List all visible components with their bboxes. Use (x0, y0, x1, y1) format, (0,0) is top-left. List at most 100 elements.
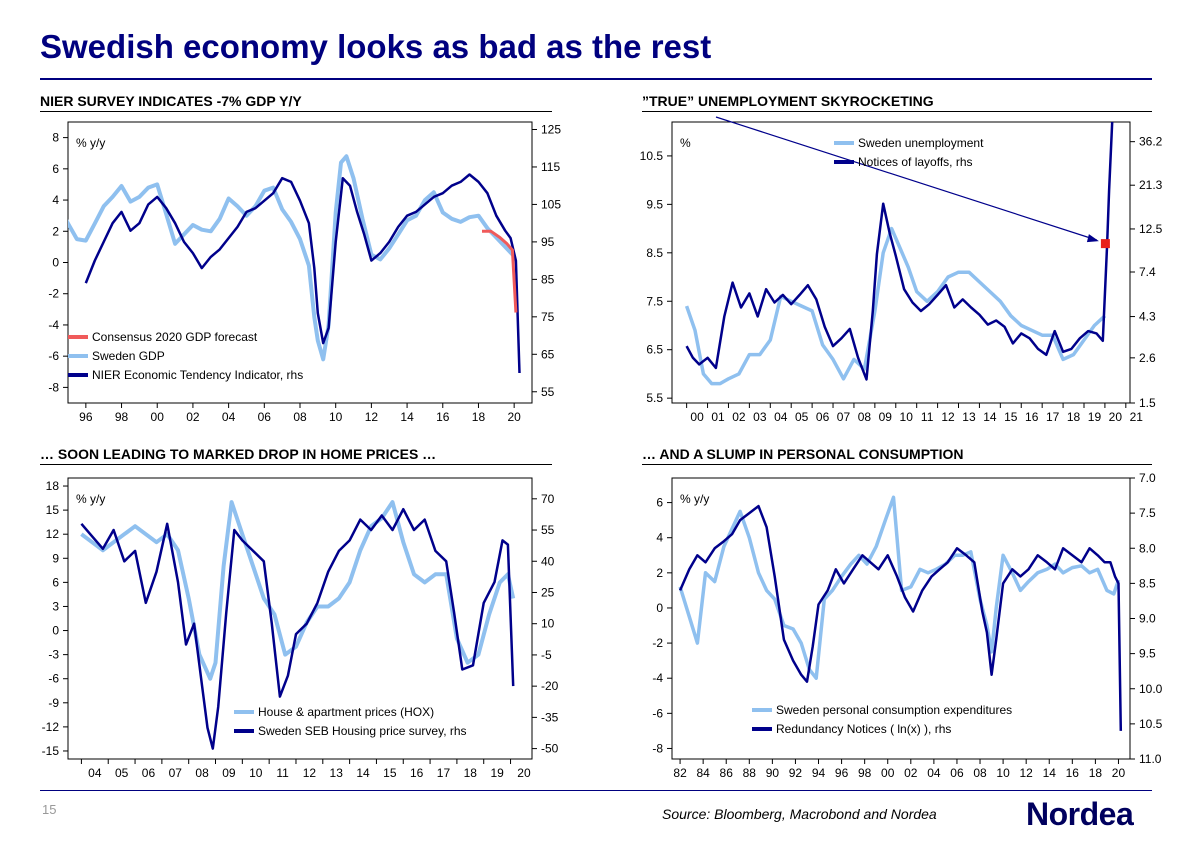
x-tick-label: 96 (79, 410, 93, 424)
x-tick-label: 12 (303, 766, 317, 780)
x-tick-label: 86 (720, 766, 734, 780)
right-tick-label: 40 (541, 554, 555, 568)
x-tick-label: 18 (1067, 410, 1081, 424)
series-line-redundancy-notices-ln-x-rhs (678, 504, 1123, 731)
left-axis-unit: % y/y (76, 136, 105, 150)
series-line-house-apartment-prices-hox (80, 500, 516, 681)
left-tick-label: 7.5 (646, 294, 663, 308)
x-tick-label: 20 (507, 410, 521, 424)
right-tick-label: 125 (541, 122, 561, 136)
left-tick-label: -15 (42, 744, 60, 758)
annotation-marker (1100, 239, 1110, 249)
x-tick-label: 12 (941, 410, 955, 424)
x-tick-label: 10 (329, 410, 343, 424)
page-title: Swedish economy looks as bad as the rest (40, 28, 712, 65)
source-note: Source: Bloomberg, Macrobond and Nordea (662, 806, 937, 822)
annotation-arrowhead (1086, 234, 1099, 243)
x-tick-label: 15 (1004, 410, 1018, 424)
left-tick-label: 8 (52, 131, 59, 145)
chart-panel-gdp (63, 121, 537, 408)
x-tick-label: 82 (673, 766, 687, 780)
left-tick-label: -6 (48, 349, 59, 363)
right-tick-label: 55 (541, 385, 555, 399)
annotation-arrow (715, 116, 1098, 241)
footer-divider (40, 790, 1152, 791)
right-tick-label: 11.0 (1139, 752, 1162, 766)
right-tick-label: -35 (541, 710, 559, 724)
chart-title-gdp: NIER SURVEY INDICATES -7% GDP Y/Y (40, 93, 302, 109)
right-tick-label: 10 (541, 617, 555, 631)
series-line-sweden-unemployment (684, 226, 1107, 386)
x-tick-label: 07 (837, 410, 851, 424)
x-tick-label: 94 (812, 766, 826, 780)
x-tick-label: 98 (858, 766, 872, 780)
left-tick-label: 6 (52, 162, 59, 176)
right-tick-label: 95 (541, 235, 555, 249)
series-line-nier-economic-tendency-indicator-rhs (84, 173, 521, 374)
right-tick-label: 9.0 (1139, 612, 1156, 626)
right-tick-label: -20 (541, 679, 559, 693)
chart-title-divider (40, 111, 552, 112)
left-tick-label: -8 (652, 741, 663, 755)
x-tick-label: 92 (789, 766, 803, 780)
x-tick-label: 16 (1025, 410, 1039, 424)
chart-panel-housing (63, 477, 537, 764)
x-tick-label: 05 (795, 410, 809, 424)
x-tick-label: 17 (1046, 410, 1060, 424)
x-tick-label: 09 (222, 766, 236, 780)
series-line-sweden-personal-consumption-expenditures (678, 495, 1121, 680)
left-tick-label: -2 (48, 287, 59, 301)
x-tick-label: 02 (904, 766, 918, 780)
right-tick-label: -50 (541, 742, 559, 756)
chart-title-divider (642, 111, 1152, 112)
legend-label: Redundancy Notices ( ln(x) ), rhs (776, 722, 951, 736)
right-tick-label: 115 (541, 160, 560, 174)
x-tick-label: 10 (900, 410, 914, 424)
x-tick-label: 13 (330, 766, 344, 780)
x-tick-label: 05 (115, 766, 129, 780)
x-tick-label: 12 (365, 410, 379, 424)
x-tick-label: 11 (921, 410, 934, 424)
left-tick-label: -6 (652, 706, 663, 720)
right-tick-label: 7.5 (1139, 506, 1156, 520)
x-tick-label: 84 (696, 766, 710, 780)
left-tick-label: 4 (52, 193, 59, 207)
left-tick-label: -4 (48, 318, 59, 332)
left-tick-label: 15 (46, 503, 60, 517)
x-tick-label: 16 (436, 410, 450, 424)
right-tick-label: 7.0 (1139, 471, 1156, 485)
x-tick-label: 06 (258, 410, 272, 424)
x-tick-label: 20 (517, 766, 531, 780)
legend-label: House & apartment prices (HOX) (258, 705, 434, 719)
legend-label: Sweden GDP (92, 349, 165, 363)
x-tick-label: 04 (927, 766, 941, 780)
x-tick-label: 21 (1130, 410, 1144, 424)
x-tick-label: 02 (732, 410, 746, 424)
x-tick-label: 20 (1109, 410, 1123, 424)
right-tick-label: 21.3 (1139, 178, 1163, 192)
chart-panel-consumption (667, 477, 1135, 764)
left-tick-label: -3 (48, 648, 59, 662)
left-tick-label: 4 (656, 531, 663, 545)
plot-frame (671, 121, 1131, 404)
left-tick-label: 9.5 (646, 197, 663, 211)
x-tick-label: 17 (437, 766, 451, 780)
right-tick-label: 70 (541, 492, 555, 506)
x-tick-label: 03 (753, 410, 767, 424)
x-tick-label: 06 (950, 766, 964, 780)
x-tick-label: 00 (151, 410, 165, 424)
x-tick-label: 08 (195, 766, 209, 780)
nordea-logo: Nordea (1026, 796, 1134, 832)
right-tick-label: 1.5 (1139, 396, 1156, 410)
x-tick-label: 04 (774, 410, 788, 424)
x-tick-label: 14 (1043, 766, 1057, 780)
plot-frame (67, 477, 533, 760)
x-tick-label: 13 (962, 410, 976, 424)
x-tick-label: 14 (356, 766, 370, 780)
left-tick-label: 2 (656, 566, 663, 580)
left-axis-unit: % y/y (76, 492, 105, 506)
x-tick-label: 10 (249, 766, 263, 780)
right-tick-label: 8.0 (1139, 541, 1156, 555)
legend-label: NIER Economic Tendency Indicator, rhs (92, 368, 303, 382)
